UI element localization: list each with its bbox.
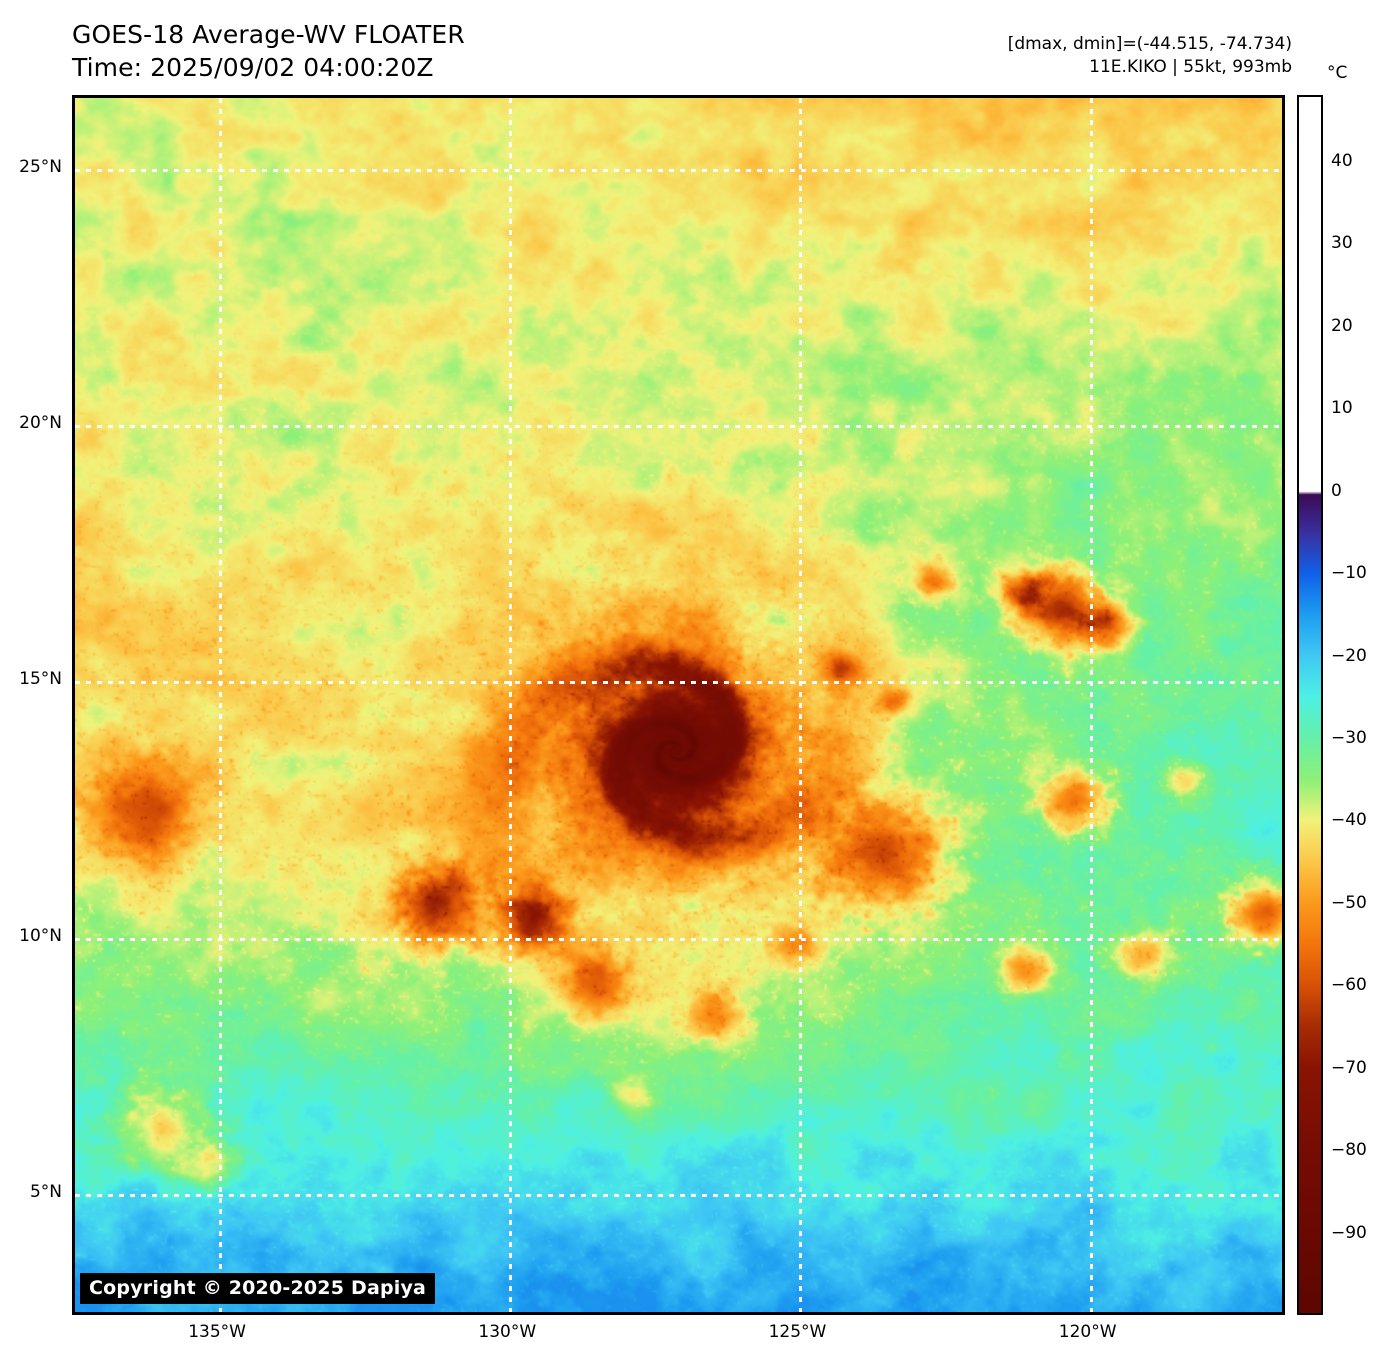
longitude-tick-label: 135°W	[188, 1322, 246, 1342]
colorbar-gradient	[1299, 97, 1321, 1313]
colorbar	[1297, 95, 1323, 1315]
copyright-watermark: Copyright © 2020-2025 Dapiya	[80, 1273, 436, 1304]
colorbar-tick-label: 0	[1331, 480, 1342, 501]
latitude-tick-label: 20°N	[19, 413, 62, 434]
latitude-tick-label: 5°N	[29, 1181, 62, 1202]
colorbar-unit-label: °C	[1327, 63, 1348, 83]
satellite-image-plot: Copyright © 2020-2025 Dapiya	[72, 95, 1285, 1315]
latitude-tick-label: 10°N	[19, 925, 62, 946]
title-block: GOES-18 Average-WV FLOATER Time: 2025/09…	[72, 19, 465, 84]
colorbar-tick-label: −30	[1331, 727, 1367, 748]
page-title: GOES-18 Average-WV FLOATER	[72, 20, 465, 49]
colorbar-tick-label: −20	[1331, 645, 1367, 666]
colorbar-tick-label: −10	[1331, 563, 1367, 584]
latitude-tick-label: 25°N	[19, 156, 62, 177]
timestamp-label: Time: 2025/09/02 04:00:20Z	[72, 52, 434, 82]
annotation-block: [dmax, dmin]=(-44.515, -74.734) 11E.KIKO…	[1008, 33, 1292, 79]
longitude-tick-label: 130°W	[478, 1322, 537, 1342]
colorbar-tick-label: −50	[1331, 892, 1367, 913]
colorbar-tick-label: 40	[1331, 150, 1353, 171]
colorbar-tick-label: 30	[1331, 233, 1353, 254]
colorbar-tick-label: 10	[1331, 398, 1353, 419]
data-range-label: [dmax, dmin]=(-44.515, -74.734)	[1007, 34, 1292, 54]
longitude-tick-label: 120°W	[1058, 1322, 1117, 1342]
colorbar-tick-label: −80	[1331, 1140, 1367, 1161]
storm-info-label: 11E.KIKO | 55kt, 993mb	[1089, 56, 1292, 77]
colorbar-tick-label: −60	[1331, 975, 1367, 996]
colorbar-tick-label: −40	[1331, 810, 1367, 831]
colorbar-tick-label: 20	[1331, 315, 1353, 336]
longitude-tick-label: 125°W	[768, 1322, 827, 1342]
colorbar-tick-label: −90	[1331, 1222, 1367, 1243]
latitude-tick-label: 15°N	[19, 669, 62, 690]
satellite-imagery-canvas	[75, 98, 1282, 1312]
colorbar-tick-label: −70	[1331, 1057, 1367, 1078]
